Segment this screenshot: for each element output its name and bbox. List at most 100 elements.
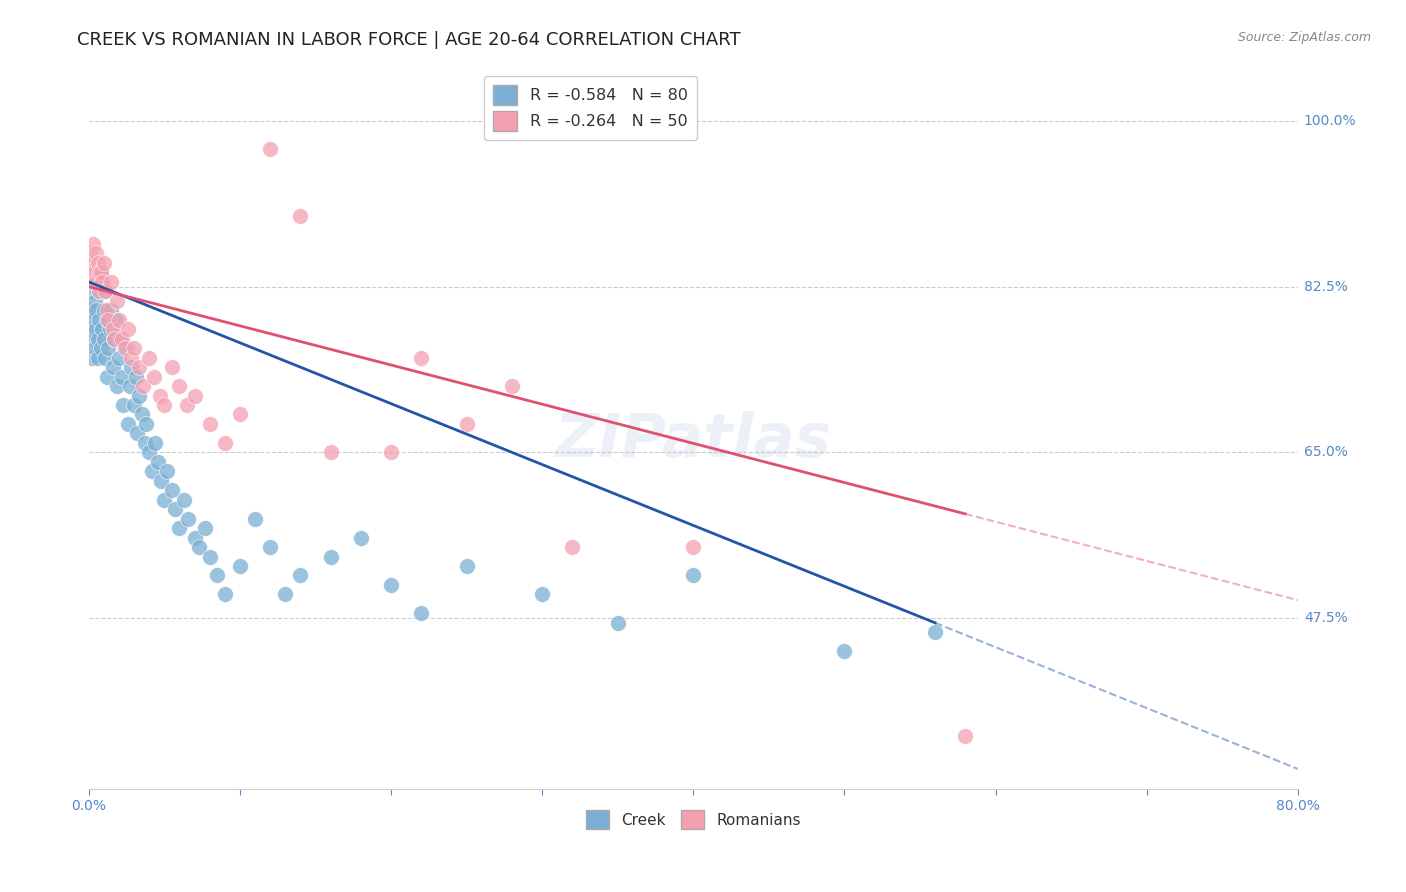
- Point: [90, 265, 112, 279]
- Point: [380, 445, 402, 459]
- Point: [290, 209, 312, 223]
- Point: [107, 379, 129, 393]
- Point: [456, 559, 478, 574]
- Point: [117, 417, 139, 431]
- Point: [138, 445, 160, 459]
- Point: [96, 369, 118, 384]
- Point: [501, 379, 523, 393]
- Point: [143, 435, 166, 450]
- Point: [93, 303, 115, 318]
- Point: [682, 540, 704, 554]
- Point: [82, 312, 104, 326]
- Point: [955, 730, 977, 744]
- Point: [456, 417, 478, 431]
- Text: CREEK VS ROMANIAN IN LABOR FORCE | AGE 20-64 CORRELATION CHART: CREEK VS ROMANIAN IN LABOR FORCE | AGE 2…: [77, 31, 741, 49]
- Point: [97, 341, 120, 355]
- Point: [111, 369, 134, 384]
- Point: [319, 445, 342, 459]
- Point: [103, 332, 125, 346]
- Text: Source: ZipAtlas.com: Source: ZipAtlas.com: [1237, 31, 1371, 45]
- Point: [93, 332, 115, 346]
- Point: [87, 332, 110, 346]
- Point: [104, 312, 127, 326]
- Point: [80, 285, 103, 299]
- Point: [160, 360, 183, 375]
- Point: [124, 369, 146, 384]
- Point: [80, 351, 103, 365]
- Point: [834, 644, 856, 658]
- Point: [96, 312, 118, 326]
- Point: [141, 464, 163, 478]
- Point: [924, 625, 946, 640]
- Point: [118, 379, 141, 393]
- Point: [120, 351, 142, 365]
- Point: [205, 568, 228, 582]
- Point: [290, 568, 312, 582]
- Point: [169, 521, 191, 535]
- Point: [94, 285, 117, 299]
- Point: [122, 398, 145, 412]
- Point: [83, 293, 105, 308]
- Point: [100, 275, 122, 289]
- Point: [101, 360, 124, 375]
- Point: [274, 587, 297, 601]
- Point: [89, 312, 111, 326]
- Point: [156, 464, 179, 478]
- Point: [112, 398, 135, 412]
- Point: [128, 360, 150, 375]
- Point: [229, 408, 252, 422]
- Point: [160, 483, 183, 498]
- Point: [100, 303, 122, 318]
- Point: [90, 341, 112, 355]
- Point: [214, 587, 236, 601]
- Point: [177, 511, 200, 525]
- Point: [122, 341, 145, 355]
- Point: [131, 408, 153, 422]
- Point: [198, 549, 221, 564]
- Point: [107, 293, 129, 308]
- Point: [91, 275, 114, 289]
- Point: [259, 540, 281, 554]
- Point: [84, 275, 107, 289]
- Point: [89, 285, 111, 299]
- Point: [87, 351, 110, 365]
- Point: [111, 332, 134, 346]
- Point: [411, 607, 433, 621]
- Point: [134, 435, 156, 450]
- Point: [108, 351, 131, 365]
- Point: [82, 332, 104, 346]
- Text: 47.5%: 47.5%: [1303, 611, 1347, 625]
- Point: [96, 303, 118, 318]
- Point: [108, 312, 131, 326]
- Text: ZIPatlas: ZIPatlas: [555, 411, 832, 470]
- Point: [97, 312, 120, 326]
- Point: [561, 540, 583, 554]
- Point: [411, 351, 433, 365]
- Point: [84, 322, 107, 336]
- Point: [142, 369, 165, 384]
- Point: [84, 303, 107, 318]
- Point: [80, 256, 103, 270]
- Text: 82.5%: 82.5%: [1303, 279, 1348, 293]
- Point: [79, 303, 101, 318]
- Point: [163, 502, 186, 516]
- Point: [198, 417, 221, 431]
- Point: [83, 265, 105, 279]
- Point: [138, 351, 160, 365]
- Point: [319, 549, 342, 564]
- Point: [127, 426, 149, 441]
- Point: [84, 246, 107, 260]
- Point: [115, 341, 138, 355]
- Point: [84, 275, 107, 289]
- Point: [183, 388, 205, 402]
- Point: [149, 388, 172, 402]
- Point: [606, 615, 628, 630]
- Point: [98, 322, 121, 336]
- Legend: Creek, Romanians: Creek, Romanians: [579, 805, 807, 835]
- Point: [135, 417, 157, 431]
- Point: [380, 578, 402, 592]
- Point: [94, 285, 117, 299]
- Point: [682, 568, 704, 582]
- Point: [243, 511, 266, 525]
- Point: [79, 322, 101, 336]
